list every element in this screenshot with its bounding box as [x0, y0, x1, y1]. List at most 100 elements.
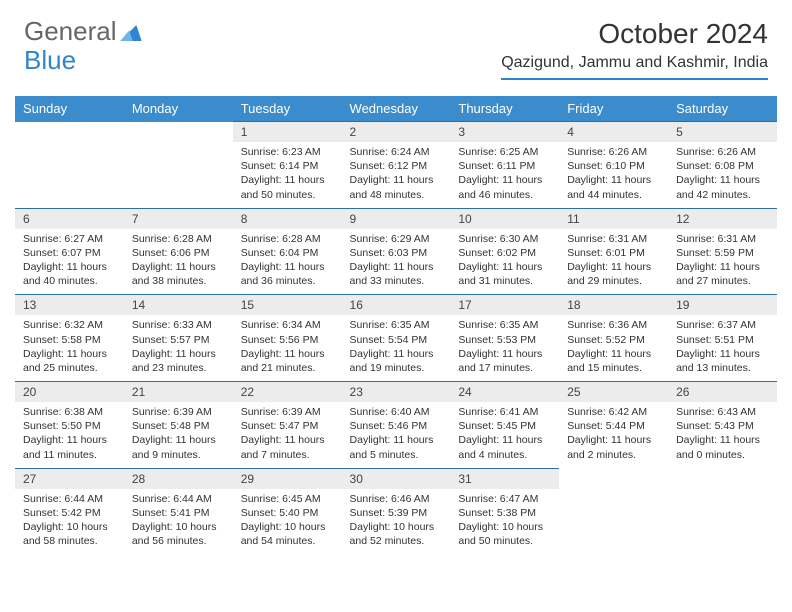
day-number: 27	[15, 469, 124, 489]
day-cell: 4Sunrise: 6:26 AMSunset: 6:10 PMDaylight…	[559, 122, 668, 209]
day-details: Sunrise: 6:27 AMSunset: 6:07 PMDaylight:…	[15, 229, 124, 295]
day-number: 28	[124, 469, 233, 489]
day-cell: 22Sunrise: 6:39 AMSunset: 5:47 PMDayligh…	[233, 382, 342, 469]
day-number: 8	[233, 209, 342, 229]
day-details: Sunrise: 6:34 AMSunset: 5:56 PMDaylight:…	[233, 315, 342, 381]
month-title: October 2024	[501, 18, 768, 50]
day-cell: 1Sunrise: 6:23 AMSunset: 6:14 PMDaylight…	[233, 122, 342, 209]
day-cell: 6Sunrise: 6:27 AMSunset: 6:07 PMDaylight…	[15, 208, 124, 295]
day-cell: 9Sunrise: 6:29 AMSunset: 6:03 PMDaylight…	[342, 208, 451, 295]
day-details: Sunrise: 6:35 AMSunset: 5:53 PMDaylight:…	[450, 315, 559, 381]
day-cell: 20Sunrise: 6:38 AMSunset: 5:50 PMDayligh…	[15, 382, 124, 469]
day-cell: 31Sunrise: 6:47 AMSunset: 5:38 PMDayligh…	[450, 468, 559, 554]
day-number: 21	[124, 382, 233, 402]
day-details: Sunrise: 6:46 AMSunset: 5:39 PMDaylight:…	[342, 489, 451, 555]
day-details: Sunrise: 6:43 AMSunset: 5:43 PMDaylight:…	[668, 402, 777, 468]
empty-day-cell	[15, 122, 124, 209]
calendar-week-row: 6Sunrise: 6:27 AMSunset: 6:07 PMDaylight…	[15, 208, 777, 295]
calendar-week-row: 27Sunrise: 6:44 AMSunset: 5:42 PMDayligh…	[15, 468, 777, 554]
day-cell: 28Sunrise: 6:44 AMSunset: 5:41 PMDayligh…	[124, 468, 233, 554]
day-number: 22	[233, 382, 342, 402]
day-cell: 21Sunrise: 6:39 AMSunset: 5:48 PMDayligh…	[124, 382, 233, 469]
day-details: Sunrise: 6:35 AMSunset: 5:54 PMDaylight:…	[342, 315, 451, 381]
day-details: Sunrise: 6:24 AMSunset: 6:12 PMDaylight:…	[342, 142, 451, 208]
day-details: Sunrise: 6:31 AMSunset: 5:59 PMDaylight:…	[668, 229, 777, 295]
day-cell: 8Sunrise: 6:28 AMSunset: 6:04 PMDaylight…	[233, 208, 342, 295]
calendar-week-row: 1Sunrise: 6:23 AMSunset: 6:14 PMDaylight…	[15, 122, 777, 209]
day-number: 2	[342, 122, 451, 142]
day-details: Sunrise: 6:31 AMSunset: 6:01 PMDaylight:…	[559, 229, 668, 295]
day-details: Sunrise: 6:30 AMSunset: 6:02 PMDaylight:…	[450, 229, 559, 295]
day-cell: 29Sunrise: 6:45 AMSunset: 5:40 PMDayligh…	[233, 468, 342, 554]
day-cell: 10Sunrise: 6:30 AMSunset: 6:02 PMDayligh…	[450, 208, 559, 295]
calendar-week-row: 13Sunrise: 6:32 AMSunset: 5:58 PMDayligh…	[15, 295, 777, 382]
day-number: 12	[668, 209, 777, 229]
day-cell: 25Sunrise: 6:42 AMSunset: 5:44 PMDayligh…	[559, 382, 668, 469]
day-details: Sunrise: 6:47 AMSunset: 5:38 PMDaylight:…	[450, 489, 559, 555]
day-number: 5	[668, 122, 777, 142]
day-details: Sunrise: 6:32 AMSunset: 5:58 PMDaylight:…	[15, 315, 124, 381]
day-cell: 18Sunrise: 6:36 AMSunset: 5:52 PMDayligh…	[559, 295, 668, 382]
day-number: 10	[450, 209, 559, 229]
day-cell: 14Sunrise: 6:33 AMSunset: 5:57 PMDayligh…	[124, 295, 233, 382]
day-details: Sunrise: 6:25 AMSunset: 6:11 PMDaylight:…	[450, 142, 559, 208]
day-cell: 2Sunrise: 6:24 AMSunset: 6:12 PMDaylight…	[342, 122, 451, 209]
day-number: 3	[450, 122, 559, 142]
day-cell: 3Sunrise: 6:25 AMSunset: 6:11 PMDaylight…	[450, 122, 559, 209]
location: Qazigund, Jammu and Kashmir, India	[501, 54, 768, 80]
logo-text-blue: Blue	[24, 45, 76, 75]
day-number: 17	[450, 295, 559, 315]
logo: GeneralBlue	[24, 18, 142, 74]
day-header: Friday	[559, 96, 668, 122]
day-number: 19	[668, 295, 777, 315]
day-details: Sunrise: 6:39 AMSunset: 5:48 PMDaylight:…	[124, 402, 233, 468]
day-number: 1	[233, 122, 342, 142]
day-number: 11	[559, 209, 668, 229]
empty-day-cell	[124, 122, 233, 209]
day-number: 24	[450, 382, 559, 402]
day-details: Sunrise: 6:39 AMSunset: 5:47 PMDaylight:…	[233, 402, 342, 468]
day-details: Sunrise: 6:26 AMSunset: 6:10 PMDaylight:…	[559, 142, 668, 208]
day-cell: 12Sunrise: 6:31 AMSunset: 5:59 PMDayligh…	[668, 208, 777, 295]
day-header: Saturday	[668, 96, 777, 122]
day-details: Sunrise: 6:38 AMSunset: 5:50 PMDaylight:…	[15, 402, 124, 468]
day-cell: 13Sunrise: 6:32 AMSunset: 5:58 PMDayligh…	[15, 295, 124, 382]
day-header: Tuesday	[233, 96, 342, 122]
day-header: Sunday	[15, 96, 124, 122]
day-details: Sunrise: 6:28 AMSunset: 6:04 PMDaylight:…	[233, 229, 342, 295]
header: GeneralBlue October 2024 Qazigund, Jammu…	[0, 0, 792, 88]
day-details: Sunrise: 6:44 AMSunset: 5:42 PMDaylight:…	[15, 489, 124, 555]
day-cell: 7Sunrise: 6:28 AMSunset: 6:06 PMDaylight…	[124, 208, 233, 295]
day-details: Sunrise: 6:23 AMSunset: 6:14 PMDaylight:…	[233, 142, 342, 208]
day-number: 7	[124, 209, 233, 229]
day-header: Thursday	[450, 96, 559, 122]
calendar-body: 1Sunrise: 6:23 AMSunset: 6:14 PMDaylight…	[15, 122, 777, 555]
day-details: Sunrise: 6:33 AMSunset: 5:57 PMDaylight:…	[124, 315, 233, 381]
day-number: 23	[342, 382, 451, 402]
calendar-table: SundayMondayTuesdayWednesdayThursdayFrid…	[15, 96, 777, 554]
day-number: 4	[559, 122, 668, 142]
day-cell: 19Sunrise: 6:37 AMSunset: 5:51 PMDayligh…	[668, 295, 777, 382]
day-cell: 24Sunrise: 6:41 AMSunset: 5:45 PMDayligh…	[450, 382, 559, 469]
logo-text-general: General	[24, 16, 117, 46]
day-details: Sunrise: 6:44 AMSunset: 5:41 PMDaylight:…	[124, 489, 233, 555]
day-number: 9	[342, 209, 451, 229]
day-number: 14	[124, 295, 233, 315]
day-number: 6	[15, 209, 124, 229]
day-cell: 27Sunrise: 6:44 AMSunset: 5:42 PMDayligh…	[15, 468, 124, 554]
day-number: 18	[559, 295, 668, 315]
day-cell: 30Sunrise: 6:46 AMSunset: 5:39 PMDayligh…	[342, 468, 451, 554]
day-details: Sunrise: 6:26 AMSunset: 6:08 PMDaylight:…	[668, 142, 777, 208]
day-number: 29	[233, 469, 342, 489]
empty-day-cell	[559, 468, 668, 554]
day-number: 15	[233, 295, 342, 315]
day-details: Sunrise: 6:40 AMSunset: 5:46 PMDaylight:…	[342, 402, 451, 468]
day-number: 13	[15, 295, 124, 315]
day-details: Sunrise: 6:28 AMSunset: 6:06 PMDaylight:…	[124, 229, 233, 295]
day-details: Sunrise: 6:41 AMSunset: 5:45 PMDaylight:…	[450, 402, 559, 468]
day-header-row: SundayMondayTuesdayWednesdayThursdayFrid…	[15, 96, 777, 122]
day-details: Sunrise: 6:29 AMSunset: 6:03 PMDaylight:…	[342, 229, 451, 295]
day-number: 16	[342, 295, 451, 315]
day-cell: 11Sunrise: 6:31 AMSunset: 6:01 PMDayligh…	[559, 208, 668, 295]
logo-triangle-icon	[120, 19, 142, 46]
